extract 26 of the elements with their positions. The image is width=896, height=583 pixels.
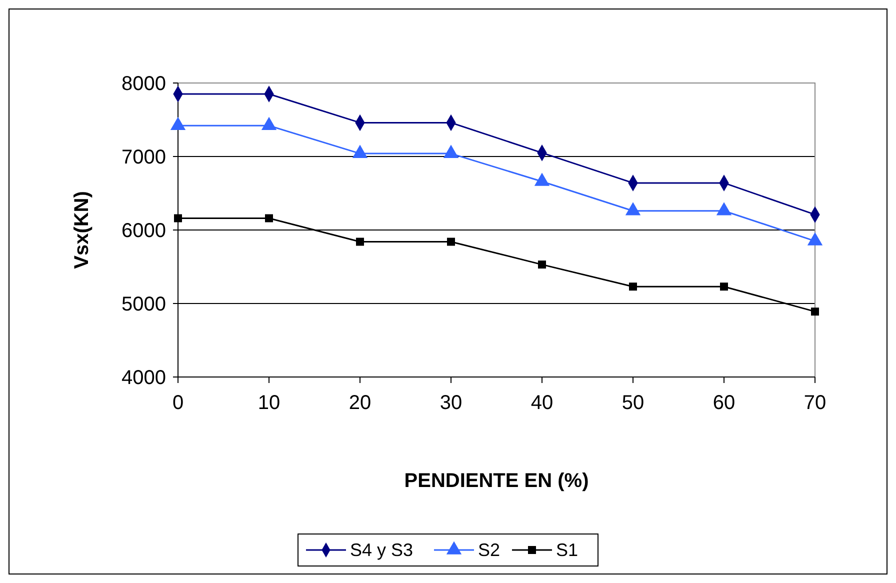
x-tick-label: 70 [804, 392, 826, 414]
y-tick-label: 4000 [122, 367, 166, 389]
x-tick-label: 40 [530, 392, 554, 414]
x-tick-label: 0 [172, 392, 184, 414]
legend-label: S2 [478, 540, 500, 560]
point [356, 238, 364, 246]
point [447, 238, 455, 246]
x-tick-label: 20 [348, 392, 372, 414]
point [720, 282, 728, 291]
y-tick-label: 8000 [122, 73, 166, 95]
y-tick-label: 7000 [122, 146, 166, 168]
y-axis-title: Vsx(KN) [71, 191, 93, 269]
x-tick-label: 60 [712, 392, 736, 414]
x-axis-title: PENDIENTE EN (%) [404, 470, 589, 492]
point [265, 214, 273, 222]
x-tick-label: 30 [440, 392, 462, 414]
legend-label: S4 y S3 [350, 540, 414, 560]
x-tick-label: 50 [622, 392, 644, 414]
y-tick-label: 5000 [122, 294, 166, 316]
point [629, 282, 637, 291]
y-tick-label: 6000 [122, 220, 166, 242]
x-tick-label: 10 [258, 392, 280, 414]
point [174, 214, 182, 222]
point [538, 260, 546, 269]
legend-label: S1 [556, 540, 578, 560]
point [811, 308, 819, 316]
